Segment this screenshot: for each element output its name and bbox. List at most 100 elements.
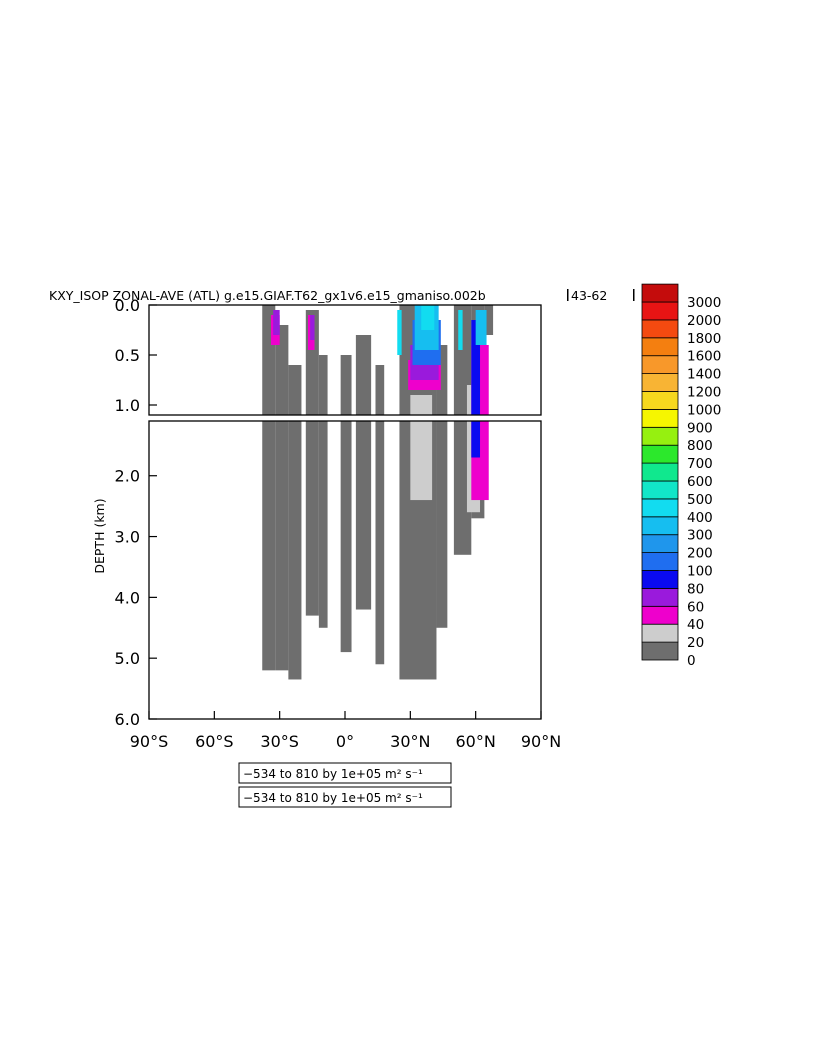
- colorbar-label: 40: [687, 617, 704, 633]
- data-region-lower: [340, 421, 352, 653]
- data-region-upper: [421, 305, 435, 330]
- colorbar-label: 100: [687, 564, 713, 580]
- data-region-upper: [484, 305, 494, 335]
- range-caption-text-2: −534 to 810 by 1e+05 m² s⁻¹: [243, 791, 423, 805]
- colorbar-label: 1600: [687, 349, 721, 365]
- colorbar-label: 600: [687, 474, 713, 490]
- x-tick-label: 90°N: [521, 732, 561, 751]
- colorbar-label: 20: [687, 635, 704, 651]
- data-region-upper: [475, 310, 487, 345]
- colorbar-swatch: [641, 444, 679, 464]
- colorbar-swatch: [641, 355, 679, 375]
- data-region-lower: [471, 421, 481, 458]
- data-region-lower: [355, 421, 372, 610]
- y-tick-label: 0.0: [115, 296, 140, 315]
- range-caption-2: −534 to 810 by 1e+05 m² s⁻¹: [238, 786, 452, 808]
- data-region-lower: [275, 421, 289, 671]
- y-tick-label: 2.0: [115, 467, 140, 486]
- colorbar-swatch: [641, 641, 679, 661]
- data-region-upper: [375, 365, 385, 415]
- colorbar-swatch: [641, 516, 679, 536]
- data-region-upper: [436, 345, 448, 415]
- colorbar-label: 1800: [687, 331, 721, 347]
- x-axis: 90°S 60°S 30°S 0° 30°N 60°N 90°N: [130, 711, 561, 751]
- data-region-lower: [410, 421, 433, 501]
- data-region-lower: [436, 421, 448, 628]
- colorbar-label: 1400: [687, 367, 721, 383]
- y-axis: 0.0 0.5 1.0 2.0 3.0 4.0 5.0 6.0: [115, 296, 157, 729]
- colorbar-label: 0: [687, 653, 696, 669]
- colorbar-label: 400: [687, 510, 713, 526]
- x-tick-label: 30°N: [390, 732, 430, 751]
- range-caption-box-2: [238, 786, 452, 808]
- colorbar-swatch: [641, 319, 679, 339]
- colorbar-swatch: [641, 498, 679, 518]
- data-region-lower: [288, 421, 302, 680]
- range-caption-text-1: −534 to 810 by 1e+05 m² s⁻¹: [243, 767, 423, 781]
- colorbar-label: 200: [687, 546, 713, 562]
- colorbar-swatch: [641, 426, 679, 446]
- colorbar-swatch: [641, 605, 679, 625]
- colorbar-label: 700: [687, 456, 713, 472]
- y-tick-label: 1.0: [115, 396, 140, 415]
- colorbar-swatch: [641, 301, 679, 321]
- y-tick-label: 6.0: [115, 710, 140, 729]
- data-region-lower: [453, 421, 472, 555]
- colorbar-swatch: [641, 408, 679, 428]
- y-tick-label: 5.0: [115, 649, 140, 668]
- y-tick-label: 3.0: [115, 528, 140, 547]
- data-region-upper: [340, 355, 352, 415]
- colorbar-label: 300: [687, 528, 713, 544]
- colorbar-swatch: [641, 623, 679, 643]
- x-tick-label: 60°N: [456, 732, 496, 751]
- data-region-lower: [375, 421, 385, 665]
- colorbar-swatch: [641, 534, 679, 554]
- data-region-lower: [318, 421, 328, 628]
- colorbar-label: 1000: [687, 402, 721, 418]
- upper-panel-frame: [148, 304, 542, 416]
- colorbar-swatch: [641, 283, 679, 303]
- colorbar-label: 800: [687, 438, 713, 454]
- data-region-upper: [410, 395, 433, 415]
- title-years-bracket-left: [567, 289, 569, 301]
- colorbar-label: 80: [687, 581, 704, 597]
- title-years-bracket-right: [633, 289, 635, 301]
- data-region-upper: [275, 325, 289, 415]
- data-region-upper: [355, 335, 372, 415]
- x-tick-label: 60°S: [195, 732, 234, 751]
- data-region-lower: [262, 421, 276, 671]
- colorbar-label: 500: [687, 492, 713, 508]
- data-region-upper: [318, 355, 328, 415]
- data-region-lower: [305, 421, 319, 616]
- colorbar-swatch: [641, 337, 679, 357]
- data-region-upper: [471, 320, 481, 415]
- colorbar-label: 1200: [687, 385, 721, 401]
- colorbar-swatch: [641, 462, 679, 482]
- x-tick-label: 0°: [336, 732, 354, 751]
- y-tick-label: 0.5: [115, 346, 140, 365]
- y-tick-label: 4.0: [115, 588, 140, 607]
- y-axis-label: DEPTH (km): [92, 498, 107, 573]
- colorbar-label: 3000: [687, 295, 721, 311]
- colorbar-swatch: [641, 480, 679, 500]
- data-region-upper: [273, 310, 280, 335]
- colorbar-swatch: [641, 373, 679, 392]
- data-region-upper: [458, 310, 463, 350]
- colorbar-swatch: [641, 391, 679, 410]
- colorbar-label: 2000: [687, 313, 721, 329]
- upper-panel-data: [262, 305, 494, 415]
- colorbar-swatch: [641, 570, 679, 589]
- title-years: 43-62: [571, 288, 607, 303]
- x-tick-label: 90°S: [130, 732, 169, 751]
- data-region-upper: [288, 365, 302, 415]
- x-tick-label: 30°S: [260, 732, 299, 751]
- range-caption-1: −534 to 810 by 1e+05 m² s⁻¹: [238, 762, 452, 784]
- colorbar-swatch: [641, 552, 679, 571]
- plot-panels: [148, 304, 542, 720]
- colorbar-swatch: [641, 588, 679, 607]
- colorbar-label: 60: [687, 599, 704, 615]
- data-region-upper: [397, 310, 402, 355]
- lower-panel-data: [262, 421, 489, 680]
